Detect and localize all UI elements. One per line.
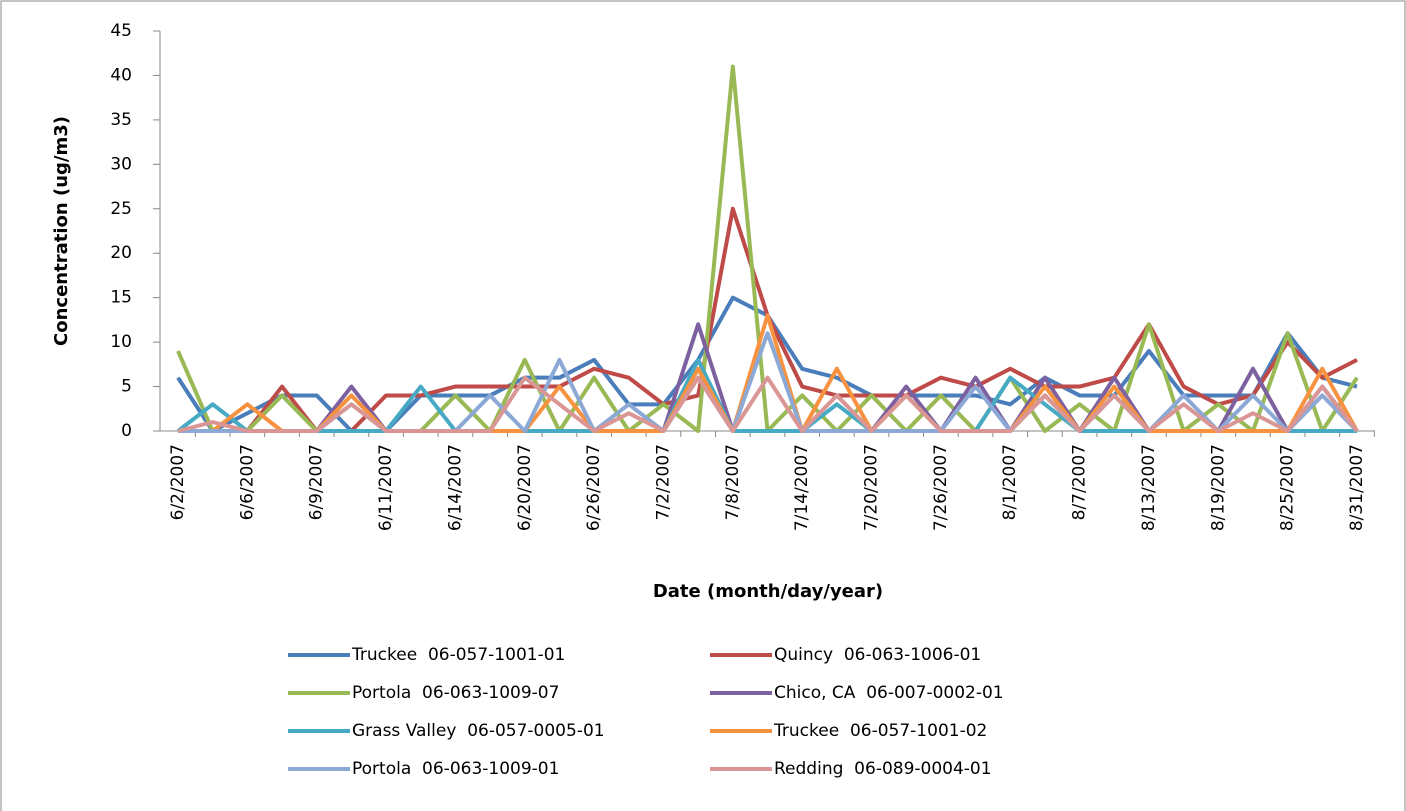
y-tick-label: 0 [121,421,132,441]
legend-label: Truckee 06-057-1001-01 [351,645,565,665]
x-tick-label: 6/2/2007 [168,444,188,520]
x-tick-label: 6/11/2007 [376,444,396,531]
x-tick-label: 8/13/2007 [1139,444,1159,531]
x-tick-label: 7/8/2007 [723,444,743,520]
x-tick-label: 6/6/2007 [237,444,257,520]
y-tick-label: 30 [110,154,132,174]
y-tick-label: 20 [110,243,132,263]
series-line [178,313,1359,433]
x-tick-label: 8/7/2007 [1070,444,1090,520]
legend-label: Grass Valley 06-057-0005-01 [352,721,605,741]
legend-label: Portola 06-063-1009-01 [352,759,559,779]
x-tick-label: 8/19/2007 [1208,444,1228,531]
legend-label: Redding 06-089-0004-01 [774,759,992,779]
x-tick-label: 6/14/2007 [445,444,465,531]
y-tick-label: 5 [121,377,132,397]
x-tick-label: 7/2/2007 [653,444,673,520]
x-tick-label: 7/20/2007 [862,444,882,531]
y-tick-label: 15 [110,288,132,308]
x-tick-label: 7/14/2007 [792,444,812,531]
x-tick-label: 6/9/2007 [307,444,327,520]
y-tick-label: 35 [110,110,132,130]
legend-label: Chico, CA 06-007-0002-01 [774,683,1004,703]
x-axis-title: Date (month/day/year) [653,581,883,602]
y-tick-label: 25 [110,199,132,219]
x-tick-label: 6/20/2007 [515,444,535,531]
series-line [177,375,1359,433]
x-tick-label: 8/25/2007 [1278,444,1298,531]
legend-label: Quincy 06-063-1006-01 [774,645,981,665]
y-axis-title: Concentration (ug/m3) [51,116,72,346]
y-tick-label: 40 [110,65,132,85]
y-tick-label: 45 [110,21,132,41]
x-tick-label: 6/26/2007 [584,444,604,531]
x-tick-label: 8/1/2007 [1000,444,1020,520]
legend-label: Truckee 06-057-1001-02 [773,721,987,741]
y-tick-label: 10 [110,332,132,352]
legend-label: Portola 06-063-1009-07 [352,683,559,703]
x-tick-label: 8/31/2007 [1347,444,1367,531]
x-tick-label: 7/26/2007 [931,444,951,531]
